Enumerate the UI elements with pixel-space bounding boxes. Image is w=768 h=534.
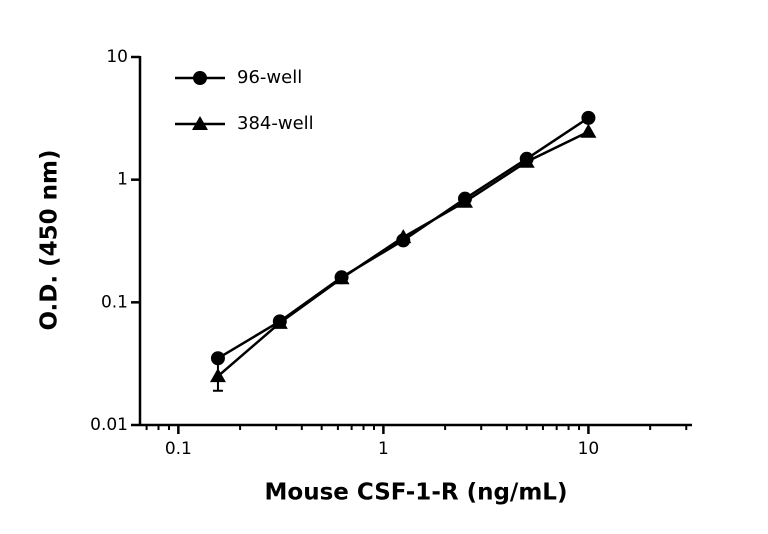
marker — [518, 153, 535, 168]
marker — [209, 368, 226, 383]
marker — [456, 193, 473, 208]
x-tick-label: 10 — [578, 439, 600, 459]
marker — [395, 229, 412, 244]
legend-marker — [193, 71, 207, 85]
x-axis-label: Mouse CSF-1-R (ng/mL) — [265, 480, 568, 506]
marker — [581, 110, 596, 125]
marker — [271, 314, 288, 329]
y-tick-label: 0.01 — [90, 415, 128, 435]
y-axis-label: O.D. (450 nm) — [37, 149, 63, 330]
series-line — [217, 130, 589, 378]
marker — [210, 351, 225, 366]
y-tick-label: 10 — [106, 47, 128, 67]
legend-label: 384-well — [237, 113, 314, 134]
x-tick-label: 1 — [378, 439, 389, 459]
legend-label: 96-well — [237, 67, 302, 88]
marker — [580, 123, 597, 138]
legend-marker — [192, 116, 208, 130]
marker — [333, 270, 350, 285]
y-tick-label: 1 — [117, 170, 128, 190]
x-tick-label: 0.1 — [165, 439, 192, 459]
y-tick-label: 0.1 — [101, 292, 128, 312]
